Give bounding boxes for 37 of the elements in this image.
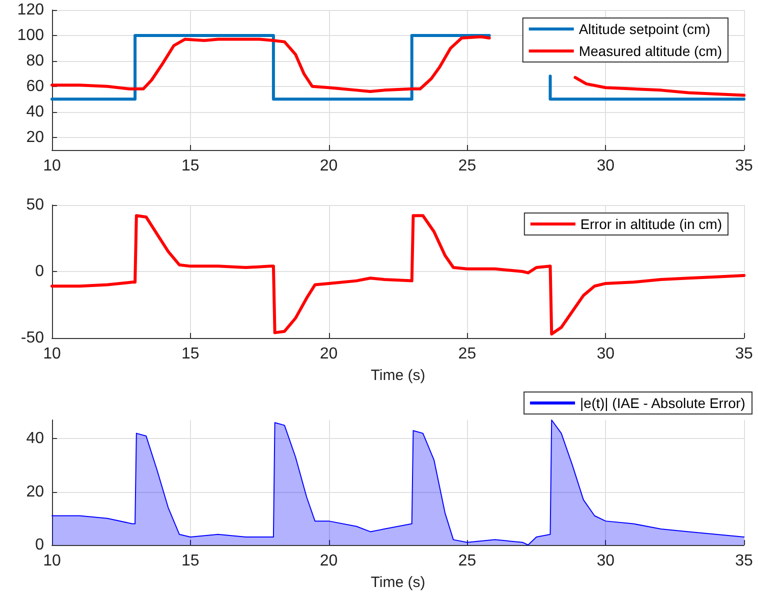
y-tick-label: 20 <box>26 483 44 500</box>
x-tick-label: 15 <box>182 552 200 570</box>
x-tick-label: 20 <box>320 346 338 362</box>
y-tick-label: 40 <box>26 430 44 448</box>
x-tick-label: 10 <box>43 158 61 174</box>
y-tick-label: 0 <box>35 263 44 280</box>
x-axis-title: Time (s) <box>370 367 426 384</box>
y-tick-label: 0 <box>35 536 44 554</box>
x-tick-label: 25 <box>458 346 476 362</box>
x-tick-label: 15 <box>182 158 200 174</box>
x-tick-label: 20 <box>320 158 338 174</box>
y-tick-label: 80 <box>26 52 44 70</box>
x-tick-label: 35 <box>735 158 753 174</box>
x-tick-label: 10 <box>43 346 61 362</box>
x-tick-label: 25 <box>458 552 476 570</box>
x-tick-label: 15 <box>182 346 200 362</box>
x-tick-label: 30 <box>596 552 615 570</box>
y-tick-label: -50 <box>20 330 44 346</box>
y-tick-label: 120 <box>17 2 44 18</box>
x-tick-label: 20 <box>320 552 338 570</box>
legend-label: Error in altitude (in cm) <box>580 216 722 232</box>
y-tick-label: 60 <box>26 78 44 95</box>
y-tick-label: 20 <box>26 128 44 146</box>
legend-label: |e(t)| (IAE - Absolute Error) <box>580 395 746 411</box>
legend-label: Altitude setpoint (cm) <box>578 21 710 37</box>
x-axis-title: Time (s) <box>370 574 426 591</box>
x-tick-label: 35 <box>735 346 753 362</box>
x-tick-label: 25 <box>458 158 476 174</box>
x-tick-label: 10 <box>43 552 61 570</box>
line-series <box>50 214 746 336</box>
x-tick-label: 35 <box>735 552 753 570</box>
y-tick-label: 50 <box>26 196 44 214</box>
x-tick-label: 30 <box>596 346 615 362</box>
y-tick-label: 100 <box>17 26 44 44</box>
x-tick-label: 30 <box>596 158 615 174</box>
legend-label: Measured altitude (cm) <box>578 43 722 59</box>
y-tick-label: 40 <box>26 103 44 120</box>
